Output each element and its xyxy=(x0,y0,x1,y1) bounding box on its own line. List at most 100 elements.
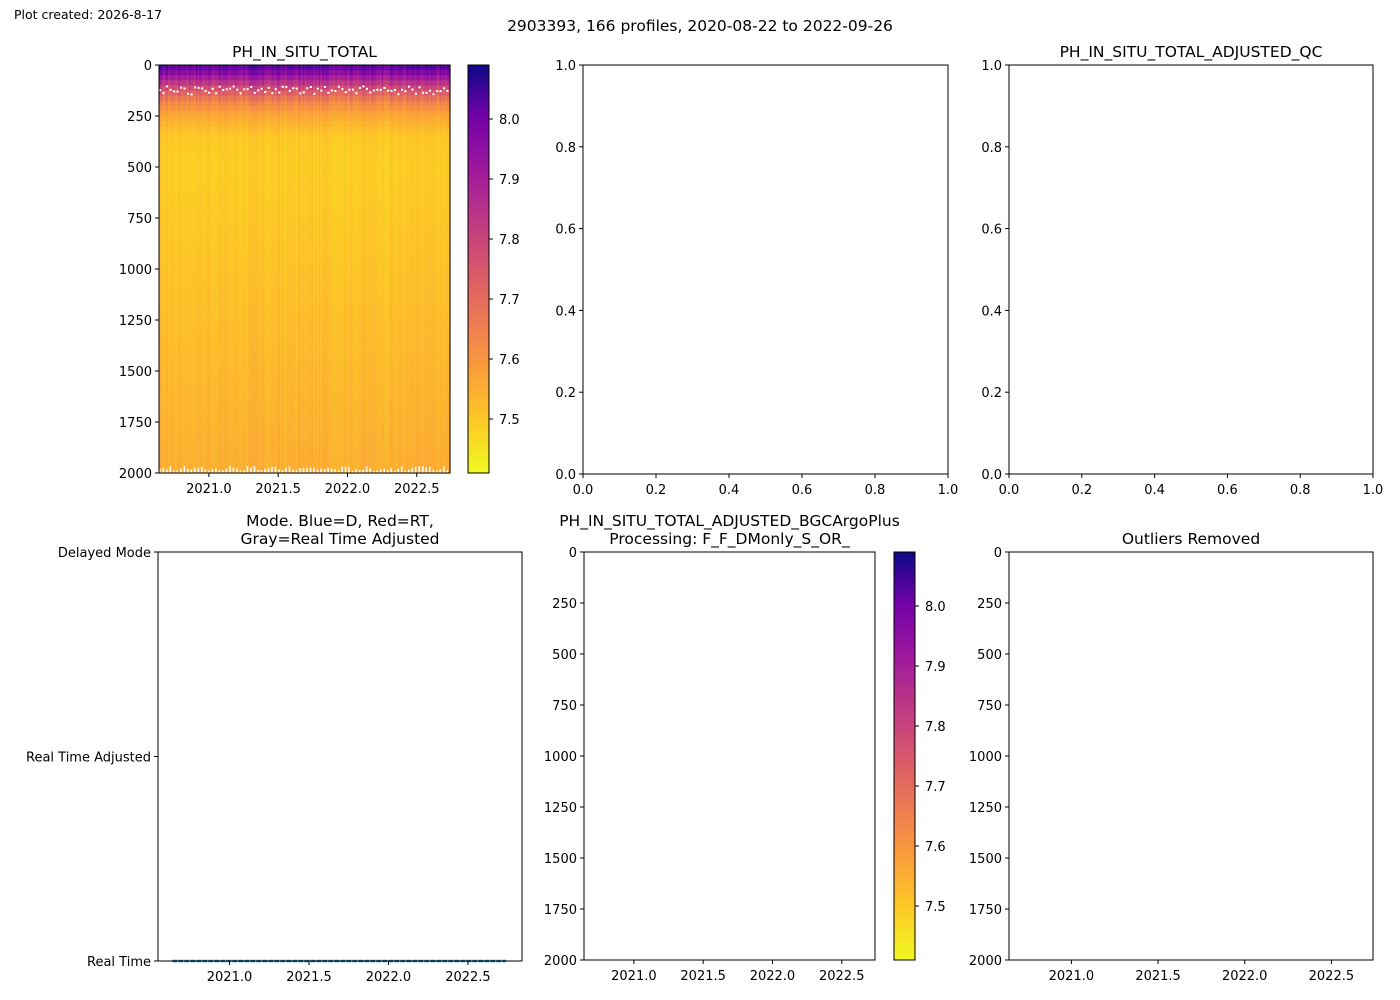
heatmap-cell xyxy=(248,258,251,265)
heatmap-cell xyxy=(241,248,244,255)
heatmap-cell xyxy=(201,447,204,454)
heatmap-cell xyxy=(166,126,169,132)
heatmap-cell xyxy=(202,182,206,188)
heatmap-cell xyxy=(201,320,204,326)
heatmap-cell xyxy=(248,212,251,219)
heatmap-cell xyxy=(195,187,199,194)
heatmap-cell xyxy=(223,126,227,132)
heatmap-cell xyxy=(209,304,213,311)
heatmap-cell xyxy=(244,325,248,331)
heatmap-cell xyxy=(159,197,162,204)
heatmap-cell xyxy=(190,116,193,122)
heatmap-cell xyxy=(183,172,186,178)
heatmap-cell xyxy=(243,294,246,301)
heatmap-cell xyxy=(194,340,197,347)
heatmap-cell xyxy=(213,279,216,285)
heatmap-cell xyxy=(216,80,220,86)
heatmap-cell xyxy=(192,75,195,81)
heatmap-cell xyxy=(202,161,206,168)
heatmap-cell xyxy=(183,207,186,214)
heatmap-cell xyxy=(192,136,195,143)
heatmap-cell xyxy=(216,70,220,76)
heatmap-cell xyxy=(222,177,225,183)
heatmap-cell xyxy=(248,376,251,382)
heatmap-cell xyxy=(176,172,179,178)
heatmap-cell xyxy=(216,177,220,183)
heatmap-cell xyxy=(162,314,165,321)
heatmap-cell xyxy=(185,371,188,377)
heatmap-cell xyxy=(202,136,206,143)
heatmap-cell xyxy=(218,274,221,280)
heatmap-cell xyxy=(188,304,192,311)
heatmap-cell xyxy=(181,100,185,107)
heatmap-cell xyxy=(222,116,225,122)
heatmap-cell xyxy=(206,284,209,290)
heatmap-cell xyxy=(227,151,230,158)
heatmap-cell xyxy=(181,65,185,71)
heatmap-cell xyxy=(244,314,248,321)
heatmap-cell xyxy=(190,192,193,199)
heatmap-cell xyxy=(195,197,199,204)
heatmap-cell xyxy=(178,95,181,102)
heatmap-cell xyxy=(160,386,164,392)
heatmap-cell xyxy=(160,406,164,413)
heatmap-cell xyxy=(174,167,178,173)
heatmap-cell xyxy=(218,238,221,245)
heatmap-cell xyxy=(204,218,207,224)
heatmap-cell xyxy=(236,110,239,117)
heatmap-cell xyxy=(213,65,216,71)
heatmap-cell xyxy=(180,350,183,357)
heatmap-cell xyxy=(194,391,197,398)
heatmap-cell xyxy=(201,365,204,372)
heatmap-cell xyxy=(216,187,220,194)
heatmap-cell xyxy=(215,396,218,403)
heatmap-cell xyxy=(241,263,244,270)
heatmap-cell xyxy=(185,447,188,454)
heatmap-cell xyxy=(167,386,171,392)
heatmap-cell xyxy=(171,381,174,387)
heatmap-cell xyxy=(236,105,239,112)
heatmap-cell xyxy=(188,172,192,178)
heatmap-cell xyxy=(181,263,185,270)
heatmap-cell xyxy=(194,177,197,183)
heatmap-cell xyxy=(223,314,227,321)
heatmap-cell xyxy=(211,325,214,331)
heatmap-cell xyxy=(195,121,199,127)
heatmap-cell xyxy=(178,207,181,214)
heatmap-cell xyxy=(220,110,223,117)
heatmap-cell xyxy=(199,320,202,326)
heatmap-cell xyxy=(180,345,183,352)
heatmap-cell xyxy=(232,345,235,352)
heatmap-cell xyxy=(185,396,188,403)
heatmap-cell xyxy=(174,192,178,199)
heatmap-cell xyxy=(229,274,232,280)
heatmap-cell xyxy=(222,365,225,372)
heatmap-cell xyxy=(213,95,216,102)
heatmap-cell xyxy=(234,182,237,188)
heatmap-cell xyxy=(206,406,209,413)
heatmap-cell xyxy=(223,75,227,81)
heatmap-cell xyxy=(180,253,183,260)
heatmap-cell xyxy=(215,182,218,188)
heatmap-cell xyxy=(216,131,220,137)
heatmap-cell xyxy=(195,371,199,377)
heatmap-cell xyxy=(243,279,246,285)
heatmap-cell xyxy=(248,437,251,443)
heatmap-cell xyxy=(167,350,171,357)
heatmap-cell xyxy=(227,243,230,250)
heatmap-cell xyxy=(160,75,164,81)
heatmap-cell xyxy=(220,85,223,92)
heatmap-cell xyxy=(236,238,239,245)
heatmap-cell xyxy=(218,294,221,301)
heatmap-cell xyxy=(166,258,169,265)
heatmap-cell xyxy=(187,365,190,372)
heatmap-cell xyxy=(199,161,202,168)
heatmap-cell xyxy=(239,386,242,392)
heatmap-cell xyxy=(243,141,246,148)
heatmap-cell xyxy=(211,146,214,153)
heatmap-cell xyxy=(211,289,214,296)
heatmap-cell xyxy=(178,110,181,117)
heatmap-cell xyxy=(202,70,206,76)
heatmap-cell xyxy=(241,360,244,367)
heatmap-cell xyxy=(195,325,199,331)
